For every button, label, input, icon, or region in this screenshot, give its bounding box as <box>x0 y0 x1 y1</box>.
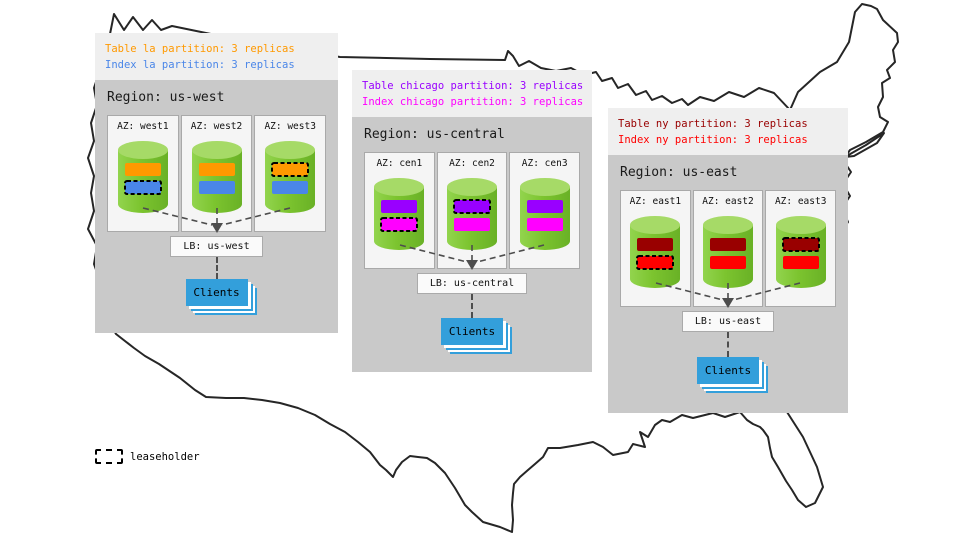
index-replica-bar <box>782 256 819 269</box>
az-row: AZ: east1 AZ: east2 <box>620 190 837 307</box>
table-replica-bar <box>710 238 746 251</box>
db-cylinder-icon <box>519 178 570 250</box>
long-island-outline <box>844 132 885 158</box>
az-label: AZ: west1 <box>117 121 169 132</box>
db-cylinder-icon <box>191 141 242 213</box>
db-cylinder-icon <box>630 216 681 288</box>
az-row: AZ: west1 AZ: west2 <box>107 115 327 232</box>
annotation-table-line: Table la partition: 3 replicas <box>105 43 295 55</box>
index-replica-bar <box>710 256 746 269</box>
az-label: AZ: cen1 <box>376 158 423 169</box>
index-replica-leaseholder-bar <box>636 255 675 270</box>
db-cylinder-icon <box>265 141 316 213</box>
legend-leaseholder: leaseholder <box>95 449 200 464</box>
table-replica-leaseholder-bar <box>781 237 820 252</box>
table-replica-bar <box>381 200 418 213</box>
table-replica-bar <box>198 163 235 176</box>
az-cell-west1: AZ: west1 <box>107 115 179 232</box>
az-label: AZ: cen2 <box>449 158 495 169</box>
az-label: AZ: east3 <box>774 196 827 207</box>
az-label: AZ: east1 <box>629 196 682 207</box>
az-label: AZ: east2 <box>702 196 754 207</box>
annotation-box-central: Table chicago partition: 3 replicas Inde… <box>352 70 592 117</box>
annotation-box-east: Table ny partition: 3 replicas Index ny … <box>608 108 848 155</box>
index-replica-bar <box>526 218 563 231</box>
lb-clients-connector <box>471 294 473 318</box>
region-title: Region: us-east <box>620 165 738 180</box>
index-replica-bar <box>272 181 309 194</box>
az-label: AZ: west2 <box>190 121 243 132</box>
annotation-index-line: Index chicago partition: 3 replicas <box>362 96 584 108</box>
legend-label: leaseholder <box>130 450 200 463</box>
index-replica-leaseholder-bar <box>123 180 162 195</box>
annotation-table-line: Table ny partition: 3 replicas <box>618 118 808 130</box>
region-title: Region: us-central <box>364 127 505 142</box>
index-replica-bar <box>454 218 490 231</box>
az-label: AZ: west3 <box>264 121 316 132</box>
region-box-us-east: Region: us-east AZ: east1 AZ: east2 <box>608 155 848 413</box>
annotation-index-line: Index la partition: 3 replicas <box>105 59 295 71</box>
leaseholder-swatch-icon <box>95 449 123 464</box>
index-replica-leaseholder-bar <box>380 217 419 232</box>
lb-box: LB: us-central <box>416 273 528 294</box>
az-cell-east3: AZ: east3 <box>765 190 837 307</box>
az-label: AZ: cen3 <box>521 158 568 169</box>
annotation-index-line: Index ny partition: 3 replicas <box>618 134 808 146</box>
index-replica-bar <box>198 181 235 194</box>
annotation-box-west: Table la partition: 3 replicas Index la … <box>95 33 338 80</box>
region-box-us-west: Region: us-west AZ: west1 AZ: west2 <box>95 80 338 333</box>
db-cylinder-icon <box>775 216 826 288</box>
az-cell-cen1: AZ: cen1 <box>364 152 435 269</box>
clients-box: Clients <box>185 279 248 306</box>
lb-box: LB: us-east <box>681 311 775 332</box>
table-replica-bar <box>637 238 674 251</box>
az-cell-cen2: AZ: cen2 <box>436 152 508 269</box>
az-cell-cen3: AZ: cen3 <box>509 152 581 269</box>
region-title: Region: us-west <box>107 90 225 105</box>
lb-box: LB: us-west <box>170 236 263 257</box>
db-cylinder-icon <box>703 216 753 288</box>
region-group-us-west: Table la partition: 3 replicas Index la … <box>95 33 338 333</box>
region-box-us-central: Region: us-central AZ: cen1 AZ: cen2 <box>352 117 592 372</box>
lb-clients-connector <box>215 257 218 279</box>
region-group-us-central: Table chicago partition: 3 replicas Inde… <box>352 70 592 372</box>
az-cell-east1: AZ: east1 <box>620 190 691 307</box>
az-cell-east2: AZ: east2 <box>692 190 764 307</box>
annotation-table-line: Table chicago partition: 3 replicas <box>362 80 584 92</box>
az-cell-west3: AZ: west3 <box>254 115 327 232</box>
table-replica-leaseholder-bar <box>271 162 310 177</box>
table-replica-bar <box>526 200 563 213</box>
table-replica-leaseholder-bar <box>453 199 491 214</box>
db-cylinder-icon <box>374 178 425 250</box>
db-cylinder-icon <box>117 141 168 213</box>
region-group-us-east: Table ny partition: 3 replicas Index ny … <box>608 108 848 413</box>
az-cell-west2: AZ: west2 <box>180 115 253 232</box>
az-row: AZ: cen1 AZ: cen2 <box>364 152 581 269</box>
db-cylinder-icon <box>447 178 497 250</box>
lb-clients-connector <box>727 332 729 357</box>
clients-box: Clients <box>697 357 759 384</box>
clients-box: Clients <box>441 318 503 345</box>
table-replica-bar <box>124 163 161 176</box>
